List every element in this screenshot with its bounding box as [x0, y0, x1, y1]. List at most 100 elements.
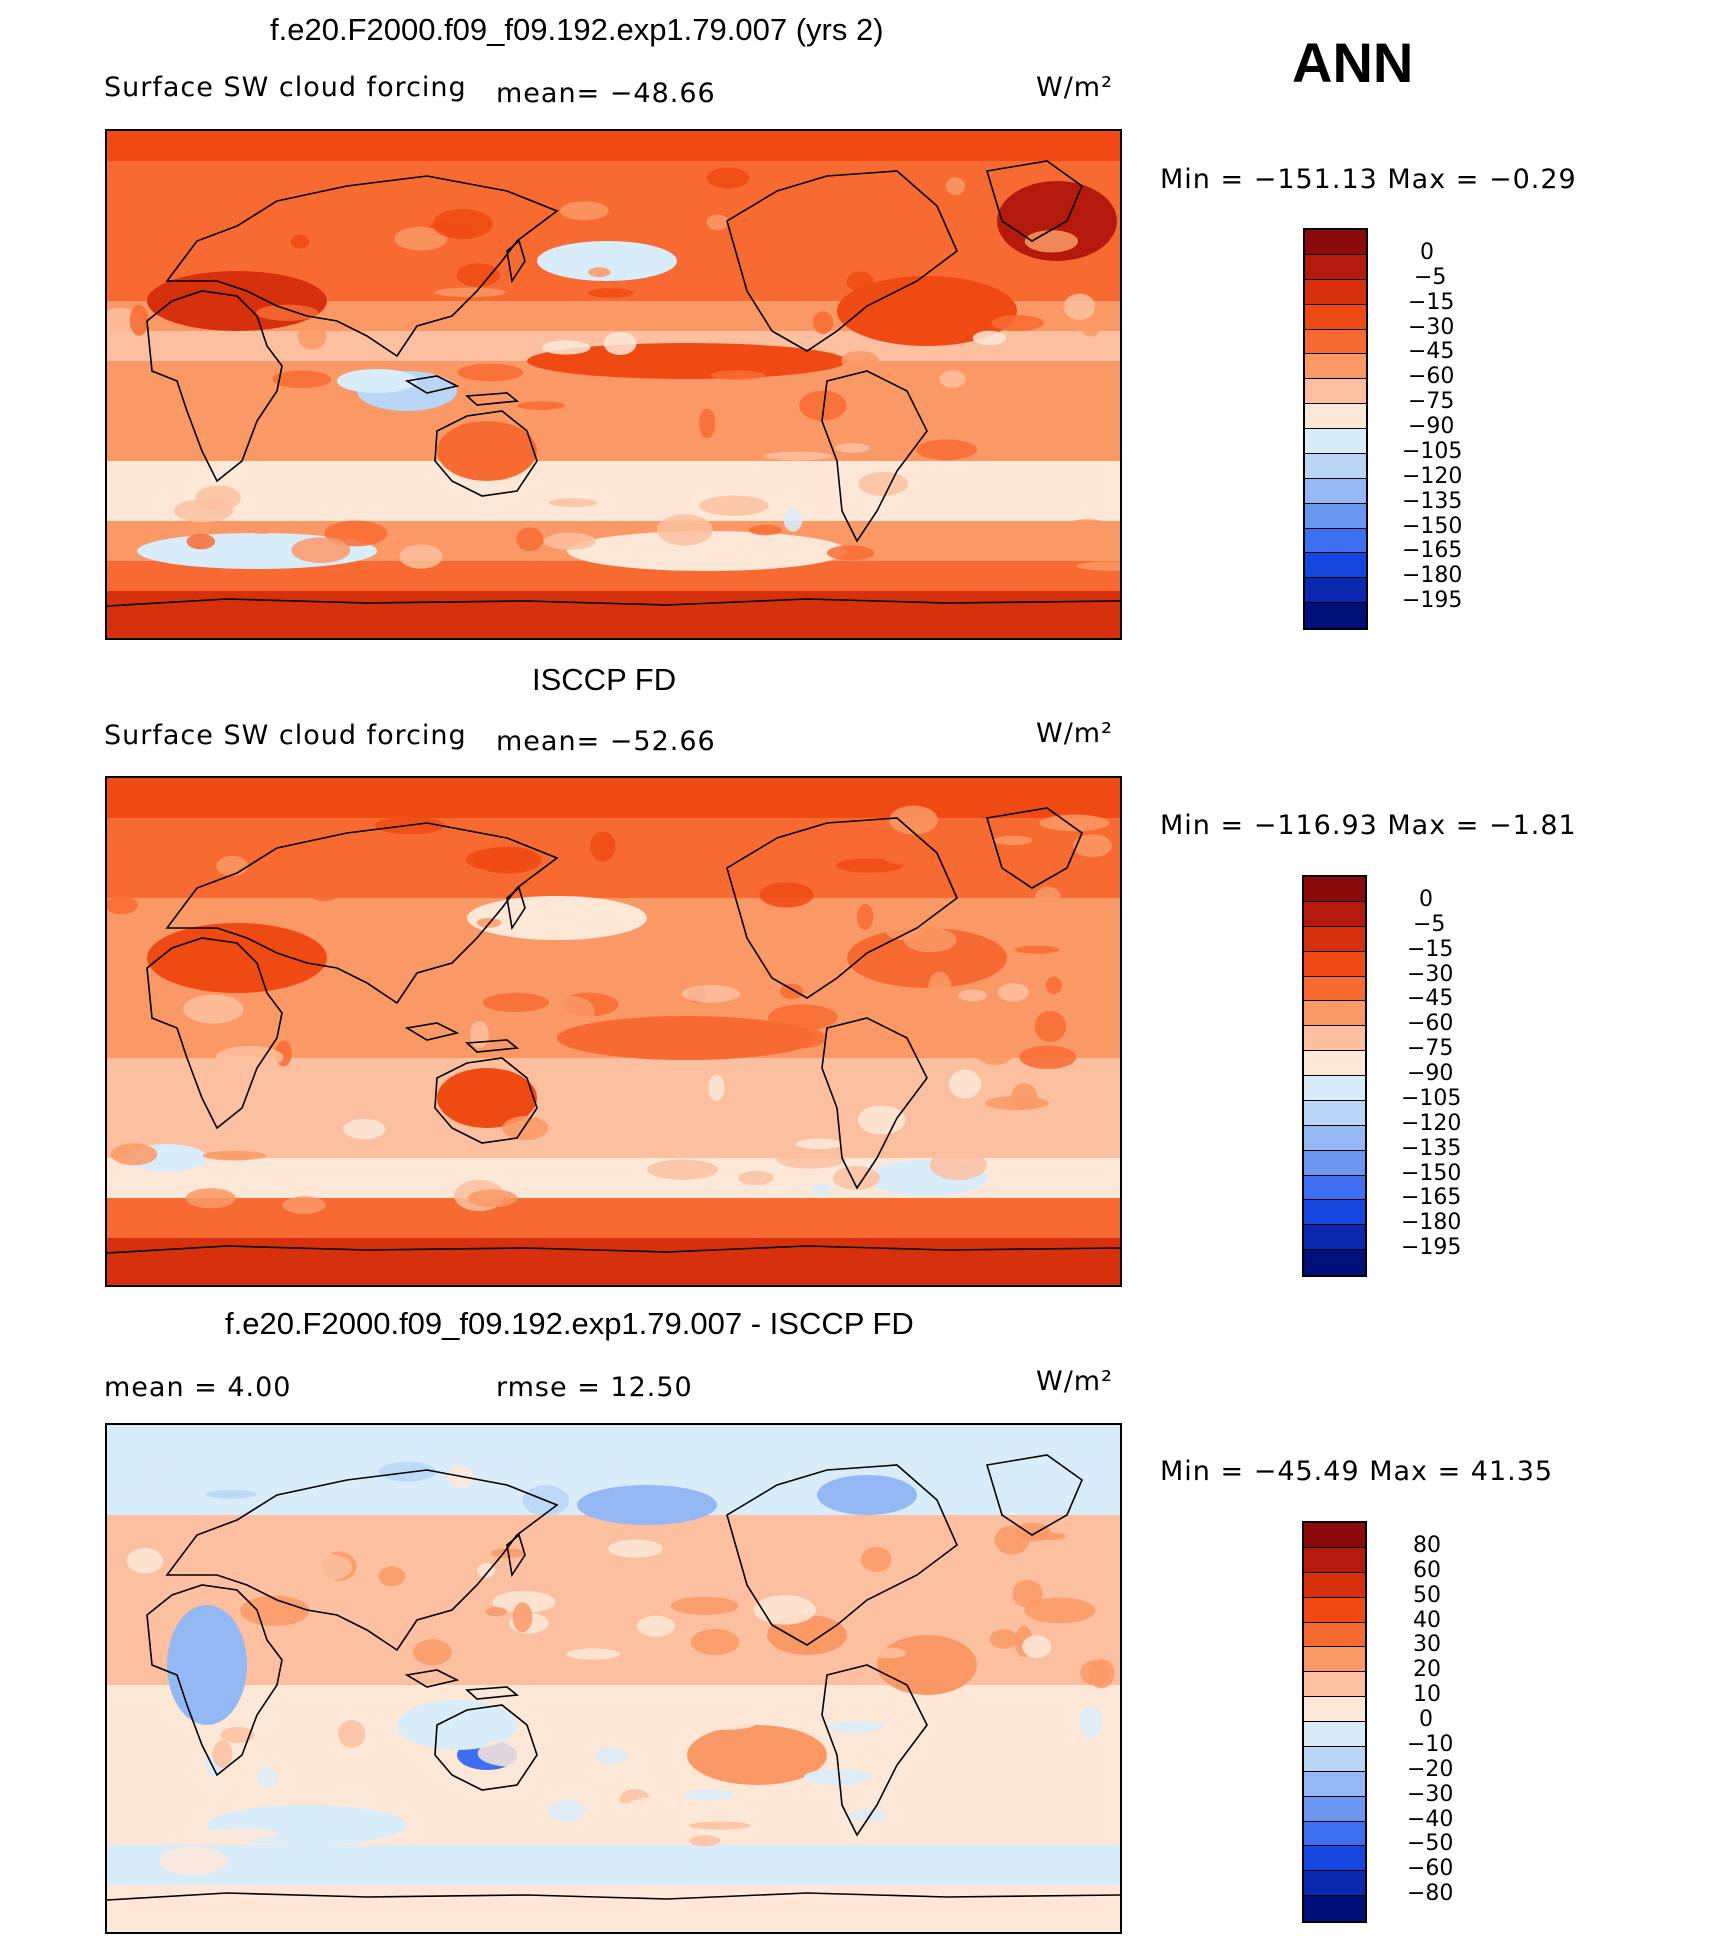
- colorbar-cell: [1304, 1821, 1365, 1847]
- field-patch: [1034, 1010, 1067, 1043]
- field-patch: [848, 1809, 888, 1822]
- colorbar-tick-label: 40: [1413, 1607, 1441, 1633]
- field-patch: [985, 395, 1036, 426]
- coastline: [165, 1469, 559, 1652]
- field-patch: [1024, 230, 1079, 253]
- colorbar-cell: [1304, 1597, 1365, 1623]
- coastline: [821, 1664, 928, 1837]
- colorbar-cell: [1304, 1001, 1365, 1027]
- panel2-minmax: Min = −116.93 Max = −1.81: [1160, 810, 1577, 841]
- field-patch: [195, 485, 241, 511]
- field-patch: [739, 978, 766, 988]
- field-patch: [280, 1570, 302, 1585]
- field-patch: [718, 1613, 769, 1634]
- field-patch: [297, 323, 327, 350]
- field-patch: [1055, 519, 1119, 548]
- colorbar-cell: [1305, 354, 1366, 380]
- field-patch: [1022, 1635, 1052, 1659]
- field-patch: [590, 831, 616, 862]
- field-patch: [647, 1159, 719, 1180]
- colorbar-tick-label: −45: [1407, 986, 1454, 1012]
- colorbar-tick-label: 0: [1419, 886, 1433, 912]
- field-patch: [1045, 976, 1062, 995]
- colorbar-cell: [1305, 304, 1366, 330]
- field-patch: [799, 390, 847, 421]
- colorbar-cell: [1305, 279, 1366, 305]
- field-patch: [945, 177, 966, 195]
- field-patch: [699, 495, 769, 516]
- field-patch: [434, 287, 506, 298]
- field-blob: [877, 1635, 977, 1695]
- colorbar-tick-label: −15: [1408, 289, 1455, 315]
- colorbar-cell: [1305, 553, 1366, 579]
- field-patch: [588, 267, 611, 278]
- field-patch: [548, 498, 598, 508]
- field-patch: [470, 1021, 490, 1049]
- colorbar-cell: [1305, 254, 1366, 280]
- panel1-title: f.e20.F2000.f09_f09.192.exp1.79.007 (yrs…: [270, 12, 884, 47]
- colorbar-tick-label: −135: [1401, 1135, 1462, 1161]
- field-patch: [107, 171, 142, 189]
- field-patch: [488, 452, 519, 462]
- field-patch: [202, 1150, 267, 1161]
- field-band: [107, 1198, 1120, 1238]
- field-patch: [858, 471, 909, 497]
- colorbar-cell: [1304, 951, 1365, 977]
- field-patch: [870, 1647, 907, 1659]
- colorbar-tick-label: −5: [1414, 264, 1447, 290]
- colorbar-cell: [1304, 1622, 1365, 1648]
- colorbar-cell: [1304, 1175, 1365, 1201]
- field-patch: [149, 1455, 169, 1486]
- field-patch: [220, 1726, 255, 1744]
- panel1-minmax: Min = −151.13 Max = −0.29: [1160, 164, 1577, 195]
- field-patch: [711, 370, 766, 380]
- field-patch: [566, 1648, 621, 1660]
- field-patch: [602, 862, 638, 894]
- coastline: [434, 1057, 538, 1144]
- field-patch: [185, 1188, 236, 1209]
- coastline: [726, 170, 958, 352]
- field-patch: [1080, 1660, 1110, 1686]
- field-blob: [687, 1725, 827, 1785]
- field-band: [107, 591, 1120, 638]
- field-patch: [989, 1629, 1018, 1649]
- field-patch: [997, 983, 1029, 1002]
- colorbar-tick-label: 30: [1413, 1632, 1441, 1658]
- season-label: ANN: [1292, 31, 1414, 94]
- coastline: [107, 598, 1120, 607]
- field-blob: [837, 276, 1017, 346]
- coastline: [506, 886, 526, 931]
- field-blob: [437, 1068, 537, 1128]
- field-patch: [889, 805, 938, 835]
- panel2-units: W/m²: [1036, 718, 1113, 749]
- field-patch: [859, 234, 894, 262]
- field-patch: [482, 992, 549, 1013]
- field-patch: [413, 1639, 452, 1666]
- field-patch: [992, 835, 1033, 845]
- colorbar-cell: [1305, 230, 1366, 255]
- field-patch: [749, 524, 782, 536]
- field-patch: [945, 401, 994, 426]
- field-patch: [706, 167, 750, 189]
- coastline: [465, 1686, 520, 1700]
- colorbar-cell: [1305, 429, 1366, 454]
- coastline: [821, 1017, 928, 1190]
- field-patch: [516, 527, 544, 552]
- field-patch: [670, 1596, 739, 1615]
- colorbar-cell: [1304, 1250, 1365, 1275]
- field-patch: [595, 944, 620, 955]
- panel3-map-svg: [107, 1425, 1120, 1932]
- field-band: [107, 1885, 1120, 1932]
- field-patch: [502, 1116, 549, 1141]
- coastline: [165, 175, 559, 358]
- field-patch: [1035, 886, 1061, 907]
- colorbar-cell: [1305, 329, 1366, 355]
- colorbar-cell: [1304, 1746, 1365, 1772]
- field-patch: [324, 520, 388, 547]
- coastline: [985, 1454, 1083, 1536]
- field-patch: [846, 271, 874, 292]
- colorbar-tick-label: 50: [1413, 1582, 1441, 1608]
- coastline: [465, 1039, 520, 1053]
- colorbar-tick-label: −195: [1402, 588, 1463, 614]
- field-patch: [256, 1767, 279, 1788]
